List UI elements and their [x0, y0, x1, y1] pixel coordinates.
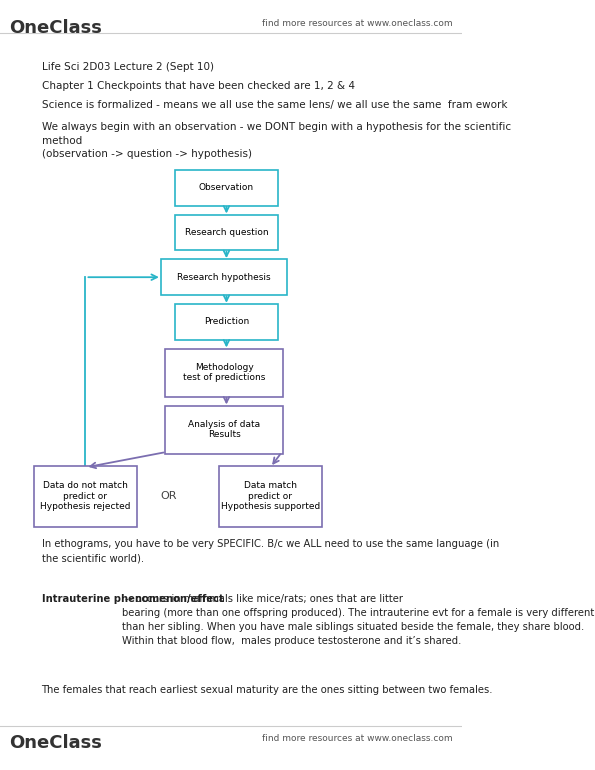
Text: Life Sci 2D03 Lecture 2 (Sept 10): Life Sci 2D03 Lecture 2 (Sept 10): [42, 62, 214, 72]
FancyBboxPatch shape: [165, 349, 283, 397]
Text: Data do not match
predict or
Hypothesis rejected: Data do not match predict or Hypothesis …: [40, 481, 131, 511]
Text: Data match
predict or
Hypothesis supported: Data match predict or Hypothesis support…: [221, 481, 320, 511]
Text: OR: OR: [161, 491, 177, 500]
Text: (observation -> question -> hypothesis): (observation -> question -> hypothesis): [42, 149, 252, 159]
Text: Prediction: Prediction: [204, 317, 249, 326]
FancyBboxPatch shape: [34, 466, 137, 527]
Text: We always begin with an observation - we DONT begin with a hypothesis for the sc: We always begin with an observation - we…: [42, 122, 511, 132]
FancyBboxPatch shape: [175, 215, 278, 250]
FancyBboxPatch shape: [175, 304, 278, 340]
Text: Analysis of data
Results: Analysis of data Results: [188, 420, 260, 440]
Text: find more resources at www.oneclass.com: find more resources at www.oneclass.com: [262, 734, 453, 743]
FancyBboxPatch shape: [218, 466, 322, 527]
Text: Research hypothesis: Research hypothesis: [177, 273, 271, 282]
Text: Intrauterine phenomenon/effect: Intrauterine phenomenon/effect: [42, 594, 223, 604]
Text: Observation: Observation: [199, 183, 254, 192]
Text: Chapter 1 Checkpoints that have been checked are 1, 2 & 4: Chapter 1 Checkpoints that have been che…: [42, 81, 355, 91]
Text: OneClass: OneClass: [10, 19, 102, 37]
FancyBboxPatch shape: [161, 259, 287, 295]
Text: Research question: Research question: [184, 228, 268, 237]
FancyBboxPatch shape: [165, 406, 283, 454]
Text: The females that reach earliest sexual maturity are the ones sitting between two: The females that reach earliest sexual m…: [42, 685, 493, 695]
Text: find more resources at www.oneclass.com: find more resources at www.oneclass.com: [262, 19, 453, 28]
FancyBboxPatch shape: [175, 170, 278, 206]
Text: method: method: [42, 136, 82, 146]
Text: In ethograms, you have to be very SPECIFIC. B/c we ALL need to use the same lang: In ethograms, you have to be very SPECIF…: [42, 539, 499, 563]
Text: OneClass: OneClass: [10, 734, 102, 752]
Text: Methodology
test of predictions: Methodology test of predictions: [183, 363, 265, 383]
Text: Science is formalized - means we all use the same lens/ we all use the same  fra: Science is formalized - means we all use…: [42, 100, 507, 110]
Text: -- occurs in mammals like mice/rats; ones that are litter
bearing (more than one: -- occurs in mammals like mice/rats; one…: [122, 594, 594, 647]
